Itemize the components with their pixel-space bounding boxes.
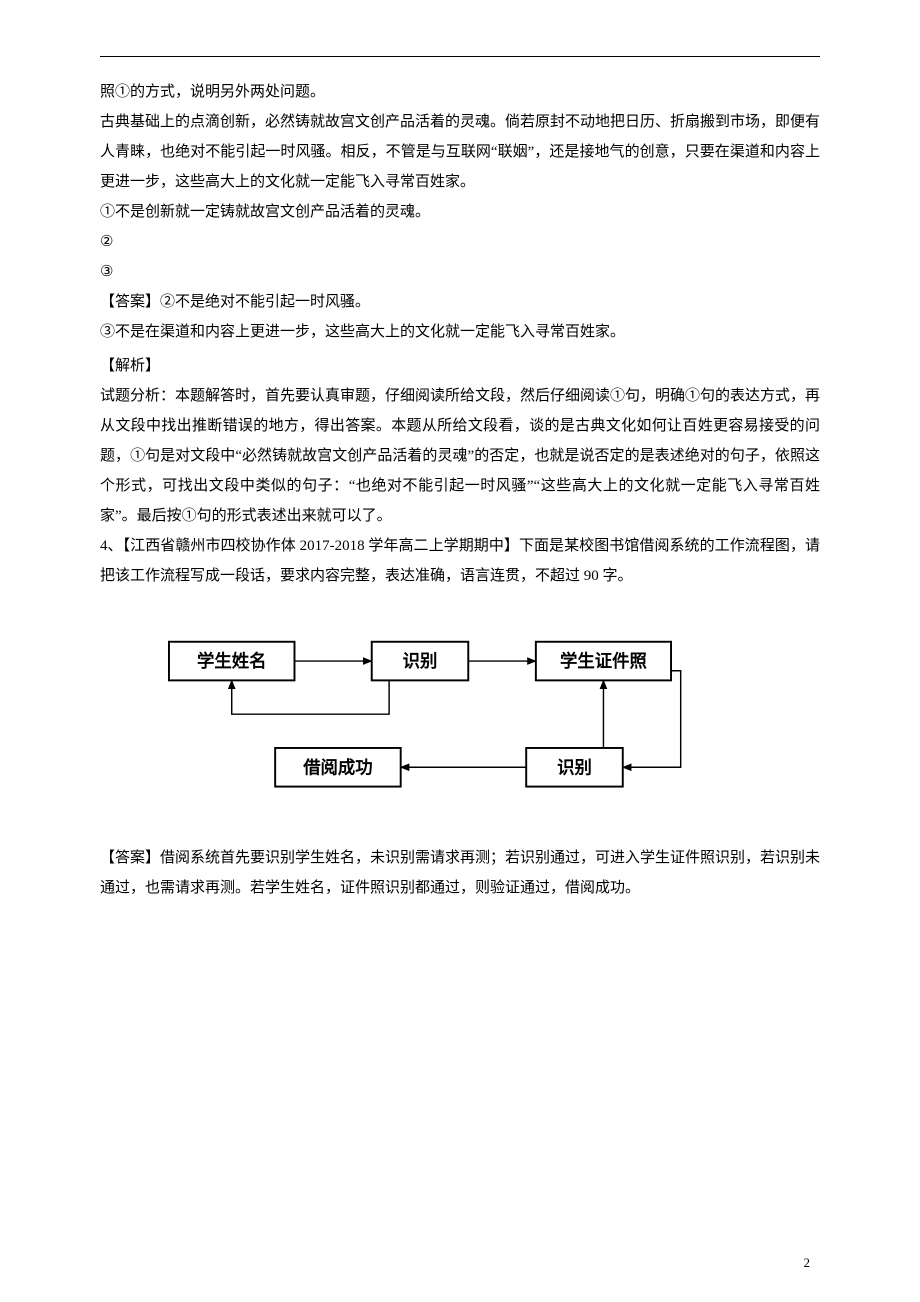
- blank-3: ③: [100, 257, 820, 287]
- line-instruction: 照①的方式，说明另外两处问题。: [100, 77, 820, 107]
- edge-rec1-name: [232, 680, 389, 714]
- passage-main: 古典基础上的点滴创新，必然铸就故宫文创产品活着的灵魂。倘若原封不动地把日历、折扇…: [100, 107, 820, 197]
- edge-photo-rec2: [623, 671, 681, 768]
- page-number: 2: [804, 1250, 811, 1276]
- page: 照①的方式，说明另外两处问题。 古典基础上的点滴创新，必然铸就故宫文创产品活着的…: [0, 0, 920, 1302]
- analysis-body: 试题分析：本题解答时，首先要认真审题，仔细阅读所给文段，然后仔细阅读①句，明确①…: [100, 381, 820, 531]
- q4-answer: 【答案】借阅系统首先要识别学生姓名，未识别需请求再测；若识别通过，可进入学生证件…: [100, 843, 820, 903]
- blank-2: ②: [100, 227, 820, 257]
- analysis-text: 试题分析：本题解答时，首先要认真审题，仔细阅读所给文段，然后仔细阅读①句，明确①…: [100, 381, 820, 531]
- answer-line-2: 【答案】②不是绝对不能引起一时风骚。: [100, 287, 820, 317]
- answer-line-3: ③不是在渠道和内容上更进一步，这些高大上的文化就一定能飞入寻常百姓家。: [100, 317, 820, 347]
- node-label-success: 借阅成功: [302, 757, 372, 777]
- node-label-photo: 学生证件照: [560, 651, 647, 671]
- node-label-name: 学生姓名: [197, 651, 266, 671]
- flowchart: 学生姓名识别学生证件照借阅成功识别: [140, 619, 700, 819]
- analysis-label: 【解析】: [100, 351, 820, 381]
- node-label-rec2: 识别: [557, 757, 592, 777]
- q4-intro: 4、【江西省赣州市四校协作体 2017-2018 学年高二上学期期中】下面是某校…: [100, 531, 820, 591]
- flowchart-svg: 学生姓名识别学生证件照借阅成功识别: [140, 619, 700, 819]
- node-label-rec1: 识别: [403, 651, 438, 671]
- top-rule: [100, 56, 820, 57]
- blank-1-example: ①不是创新就一定铸就故宫文创产品活着的灵魂。: [100, 197, 820, 227]
